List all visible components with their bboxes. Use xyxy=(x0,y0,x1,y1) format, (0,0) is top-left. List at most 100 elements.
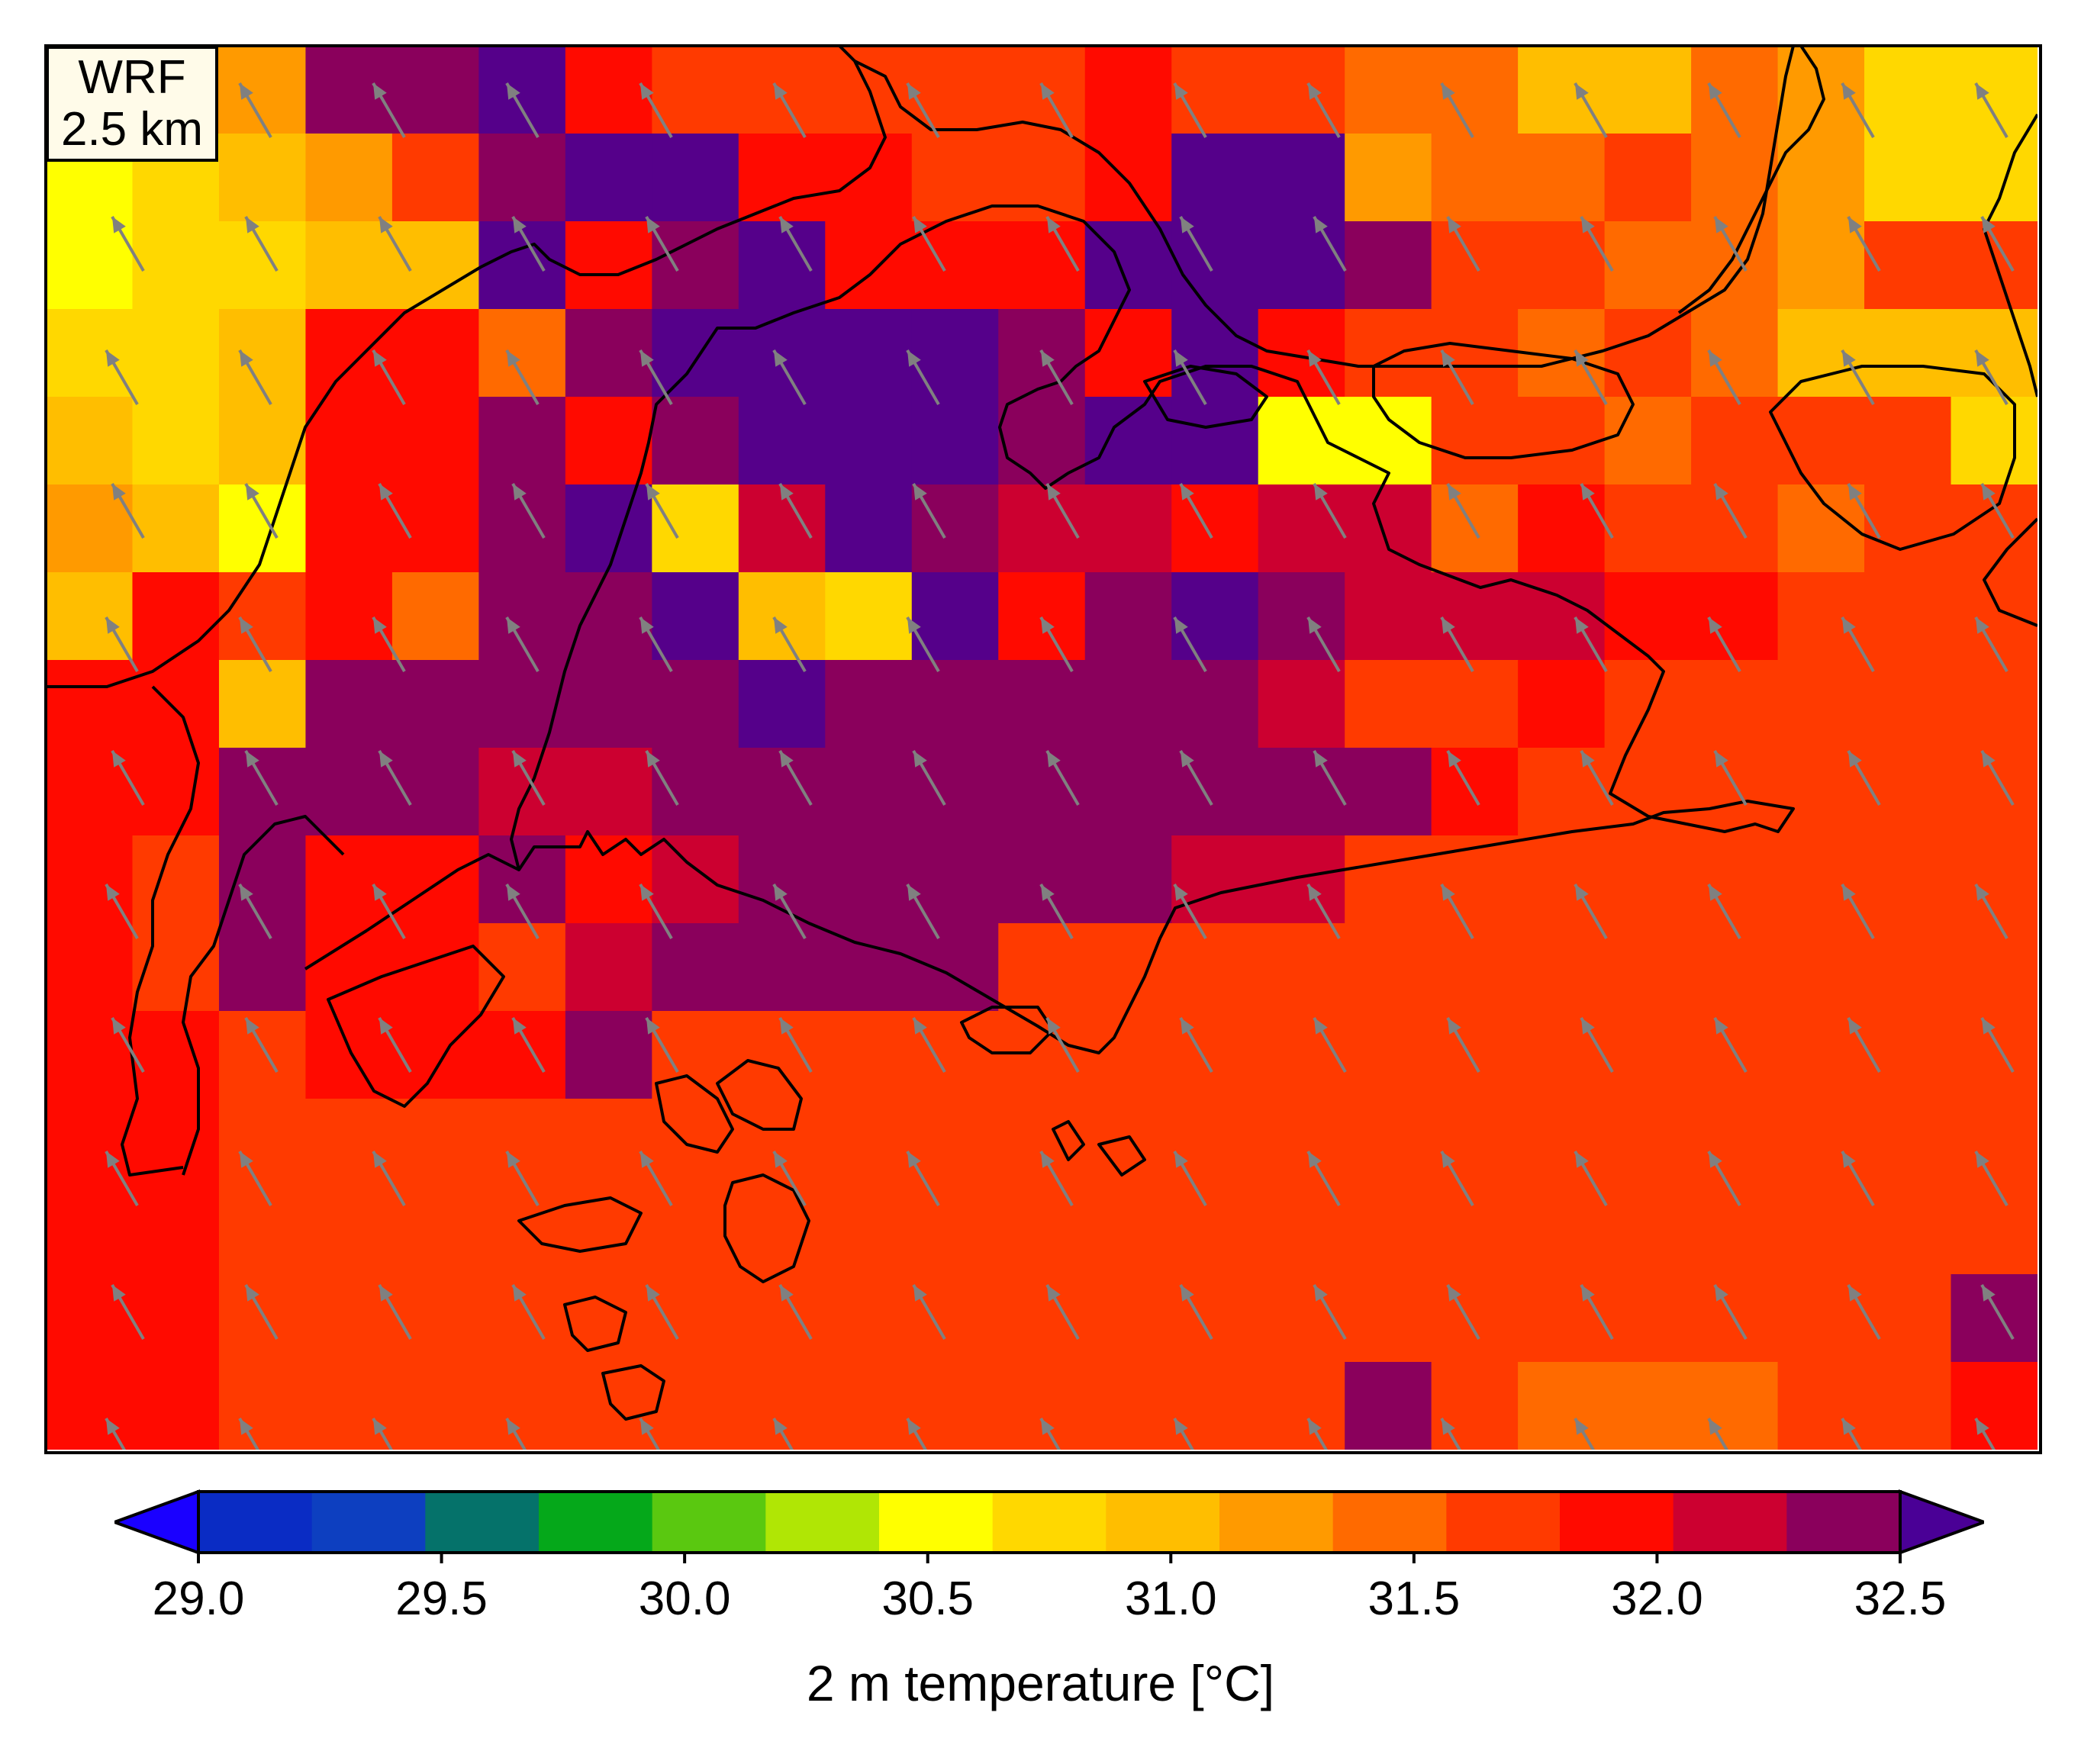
temperature-cell xyxy=(825,835,913,924)
wind-arrow xyxy=(105,1417,126,1450)
wind-arrow xyxy=(111,1016,145,1074)
temperature-cell xyxy=(1864,1186,1952,1275)
wind-arrow xyxy=(906,1150,940,1207)
wind-arrow xyxy=(1440,349,1474,406)
temperature-cell xyxy=(565,572,653,661)
colorbar xyxy=(114,1489,1984,1563)
temperature-cell xyxy=(1864,572,1952,661)
temperature-cell xyxy=(1777,1186,1865,1275)
colorbar-tick-label: 31.0 xyxy=(1124,1572,1217,1625)
wind-arrow xyxy=(372,883,406,940)
temperature-cell xyxy=(305,397,393,485)
temperature-cell xyxy=(1431,1362,1519,1450)
temperature-cell xyxy=(1951,1362,2038,1450)
temperature-cell xyxy=(1345,835,1432,924)
wind-arrow xyxy=(1313,482,1347,539)
temperature-cell xyxy=(1951,1186,2038,1275)
coastline-southern-island-3 xyxy=(723,1173,810,1283)
wind-arrow xyxy=(1574,616,1608,672)
wind-arrow xyxy=(1039,349,1074,406)
wind-arrow xyxy=(1039,1417,1061,1450)
colorbar-extend-high xyxy=(1899,1489,1984,1555)
temperature-cell xyxy=(391,835,480,924)
temperature-cell xyxy=(1864,835,1952,924)
temperature-cell xyxy=(1345,1011,1432,1099)
temperature-cell xyxy=(738,923,826,1012)
wind-arrow xyxy=(1841,883,1875,940)
temperature-cell xyxy=(565,748,653,836)
wind-arrow xyxy=(505,883,540,940)
model-label-line1: WRF xyxy=(78,51,186,104)
temperature-cell xyxy=(652,572,739,661)
temperature-cell xyxy=(1518,1011,1606,1099)
wind-arrow xyxy=(1446,482,1480,539)
wind-arrow xyxy=(645,215,679,272)
temperature-cell xyxy=(1777,1274,1865,1363)
wind-arrow xyxy=(1574,349,1608,406)
wind-arrow xyxy=(912,749,946,806)
temperature-cell xyxy=(391,1274,480,1363)
temperature-cell xyxy=(1518,1274,1606,1363)
wind-arrow xyxy=(105,349,139,406)
temperature-cell xyxy=(478,397,566,485)
temperature-cell xyxy=(652,835,739,924)
temperature-cell xyxy=(305,1011,393,1099)
wind-arrow xyxy=(1974,82,2009,138)
wind-arrow xyxy=(1847,1016,1881,1074)
temperature-cell xyxy=(478,1274,566,1363)
temperature-cell xyxy=(652,221,739,310)
temperature-cell xyxy=(218,660,307,748)
wind-arrow xyxy=(645,749,679,806)
temperature-cell xyxy=(132,572,220,661)
temperature-cell xyxy=(132,397,220,485)
temperature-cell xyxy=(1084,572,1173,661)
temperature-cell xyxy=(46,397,134,485)
temperature-cell xyxy=(305,1099,393,1187)
wind-arrow xyxy=(1440,883,1474,940)
temperature-cell xyxy=(1951,1099,2038,1187)
coastline-east-island xyxy=(1372,342,1635,459)
temperature-cell xyxy=(825,134,913,222)
temperature-cell xyxy=(1691,46,1779,134)
wind-arrow xyxy=(912,482,946,539)
temperature-cell xyxy=(391,46,480,134)
colorbar-ticks xyxy=(197,1553,1902,1563)
temperature-cell xyxy=(1258,221,1345,310)
temperature-cell xyxy=(1084,134,1173,222)
wind-arrow xyxy=(1313,749,1347,806)
wind-arrow xyxy=(372,349,406,406)
colorbar-segment xyxy=(1219,1492,1334,1553)
temperature-cell xyxy=(218,46,307,134)
temperature-cell xyxy=(738,1186,826,1275)
temperature-cell xyxy=(652,748,739,836)
wind-arrow xyxy=(238,616,272,672)
temperature-cell xyxy=(1171,660,1259,748)
wind-arrow xyxy=(1179,482,1213,539)
wind-arrow xyxy=(1440,616,1474,672)
wind-arrow xyxy=(1980,1283,2015,1341)
colorbar-segment xyxy=(1560,1492,1674,1553)
temperature-cell xyxy=(1604,397,1692,485)
temperature-cell xyxy=(1604,46,1692,134)
wind-arrow xyxy=(105,883,139,940)
temperature-cell xyxy=(1951,660,2038,748)
temperature-cell xyxy=(1864,484,1952,573)
wind-arrow xyxy=(1446,749,1480,806)
temperature-cell xyxy=(1777,221,1865,310)
wind-arrow xyxy=(772,1417,794,1450)
wind-arrow xyxy=(1580,749,1614,806)
wind-arrow xyxy=(1179,1283,1213,1341)
wind-arrow xyxy=(906,616,940,672)
colorbar-segment xyxy=(1786,1492,1901,1553)
temperature-cell xyxy=(998,1099,1086,1187)
wind-arrow xyxy=(1974,1150,2009,1207)
wind-arrow xyxy=(639,349,673,406)
temperature-map xyxy=(46,46,2038,1450)
temperature-cell xyxy=(911,484,1000,573)
temperature-cell xyxy=(911,1011,1000,1099)
wind-arrow xyxy=(238,883,272,940)
temperature-cell xyxy=(1777,923,1865,1012)
wind-arrow xyxy=(1707,82,1741,138)
temperature-cell xyxy=(1604,835,1692,924)
wind-arrow xyxy=(1446,215,1480,272)
